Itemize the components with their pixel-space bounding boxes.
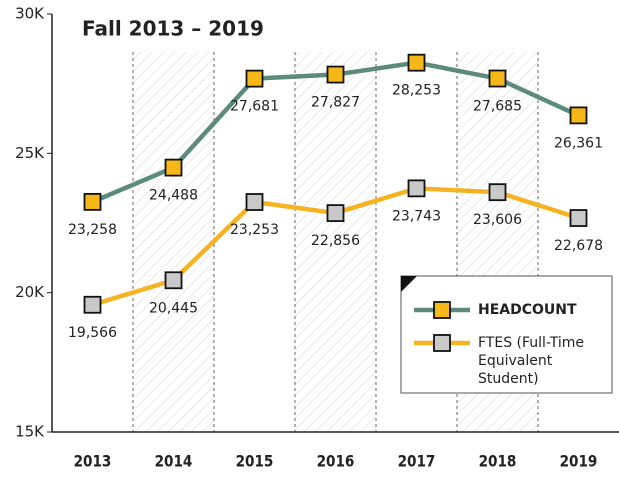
marker bbox=[326, 65, 345, 84]
data-label: 28,253 bbox=[392, 83, 441, 99]
y-tick-label: 25K bbox=[15, 144, 45, 162]
data-label: 22,678 bbox=[554, 238, 603, 254]
marker bbox=[164, 158, 183, 177]
y-tick-label: 15K bbox=[15, 423, 45, 441]
y-tick-label: 30K bbox=[15, 5, 45, 23]
data-label: 23,253 bbox=[230, 222, 279, 238]
marker bbox=[83, 295, 102, 314]
x-tick-label: 2015 bbox=[236, 452, 274, 470]
legend-marker bbox=[433, 334, 451, 352]
data-label: 23,743 bbox=[392, 208, 441, 224]
data-label: 27,685 bbox=[473, 99, 522, 115]
data-label: 20,445 bbox=[149, 300, 198, 316]
data-label: 23,258 bbox=[68, 222, 117, 238]
x-tick-label: 2018 bbox=[479, 452, 517, 470]
data-label: 27,827 bbox=[311, 95, 360, 111]
chart-title: Fall 2013 – 2019 bbox=[82, 17, 264, 41]
x-tick-label: 2013 bbox=[74, 452, 112, 470]
x-tick-label: 2014 bbox=[155, 452, 193, 470]
x-tick-label: 2016 bbox=[317, 452, 355, 470]
legend-label: HEADCOUNT bbox=[478, 302, 577, 318]
band bbox=[133, 52, 214, 432]
marker bbox=[83, 192, 102, 211]
x-tick-label: 2019 bbox=[560, 452, 598, 470]
marker bbox=[326, 204, 345, 222]
marker bbox=[407, 179, 426, 198]
data-label: 27,681 bbox=[230, 99, 279, 115]
marker bbox=[488, 183, 507, 202]
data-label: 22,856 bbox=[311, 233, 360, 249]
data-label: 26,361 bbox=[554, 135, 603, 151]
band bbox=[295, 52, 376, 432]
marker bbox=[569, 106, 588, 125]
legend-corner bbox=[401, 276, 417, 292]
x-tick-label: 2017 bbox=[398, 452, 436, 470]
y-tick-label: 20K bbox=[15, 283, 45, 301]
marker bbox=[569, 209, 588, 227]
marker bbox=[407, 53, 426, 72]
marker bbox=[164, 271, 183, 290]
data-label: 23,606 bbox=[473, 212, 522, 228]
marker bbox=[245, 193, 264, 211]
marker bbox=[245, 69, 264, 88]
legend-label: FTES (Full-Time Equivalent Student) bbox=[478, 335, 584, 387]
data-label: 24,488 bbox=[149, 188, 198, 204]
data-label: 19,566 bbox=[68, 325, 117, 341]
marker bbox=[488, 69, 507, 88]
legend-marker bbox=[433, 301, 451, 319]
